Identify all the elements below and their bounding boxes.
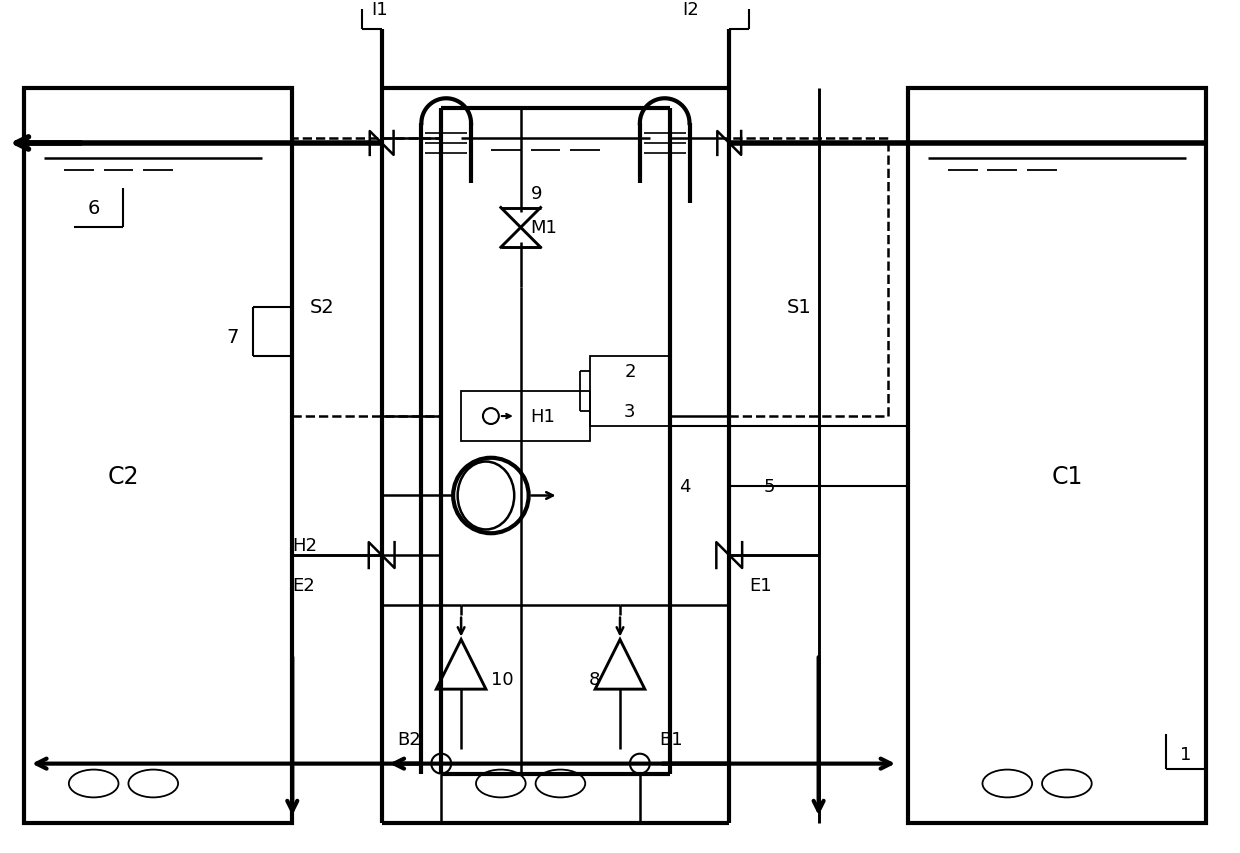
Bar <box>908 90 1207 823</box>
Text: 4: 4 <box>678 477 691 495</box>
Text: 10: 10 <box>491 670 513 688</box>
Text: M1: M1 <box>531 219 558 237</box>
Text: 1: 1 <box>1180 745 1192 763</box>
Text: B1: B1 <box>660 730 683 748</box>
Text: 2: 2 <box>624 363 636 381</box>
Bar <box>729 139 888 416</box>
Text: 8: 8 <box>589 670 600 688</box>
Text: C1: C1 <box>1052 464 1083 488</box>
Text: H1: H1 <box>531 408 556 426</box>
Bar <box>293 139 441 416</box>
Text: 9: 9 <box>531 184 542 202</box>
Text: E2: E2 <box>293 576 315 595</box>
Text: I2: I2 <box>683 1 699 19</box>
Text: C2: C2 <box>108 464 139 488</box>
Text: S2: S2 <box>310 298 335 317</box>
Bar <box>461 392 590 441</box>
Text: 7: 7 <box>227 328 239 346</box>
Text: B2: B2 <box>398 730 422 748</box>
Text: H2: H2 <box>293 537 317 554</box>
Text: I1: I1 <box>372 1 388 19</box>
Text: E1: E1 <box>749 576 771 595</box>
Bar <box>590 357 670 426</box>
Bar <box>24 90 293 823</box>
Text: 5: 5 <box>763 477 775 495</box>
Text: 3: 3 <box>624 403 636 421</box>
Text: S1: S1 <box>786 298 811 317</box>
Text: 6: 6 <box>88 199 100 218</box>
